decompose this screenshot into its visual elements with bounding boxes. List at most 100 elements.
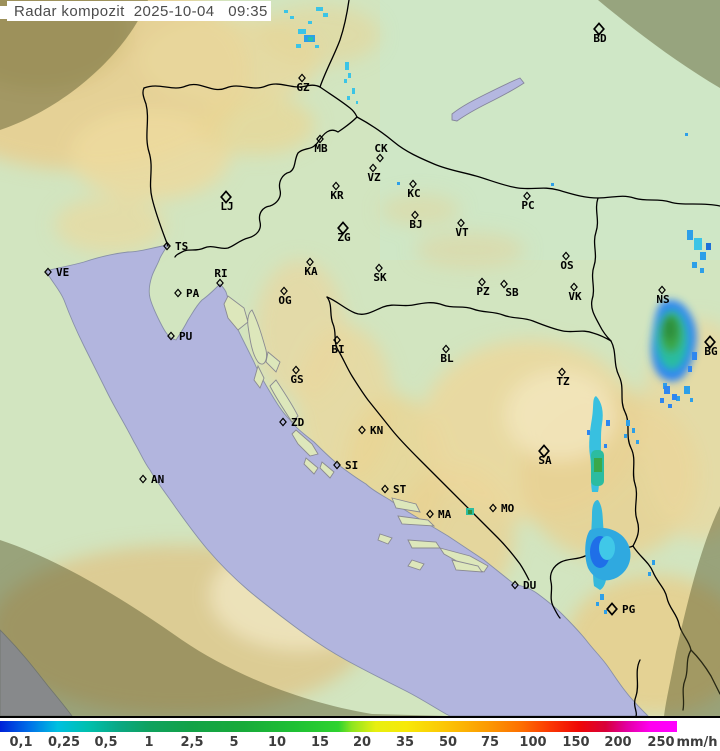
city-label-VK: VK: [568, 290, 582, 303]
city-marker-BG: [704, 335, 716, 349]
legend-tick-20: 20: [352, 735, 372, 750]
city-marker-BJ: [411, 210, 419, 220]
city-label-LJ: LJ: [220, 200, 233, 213]
radar-echoes: [284, 7, 711, 614]
intensity-tick-labels: 0,1 0,25 0,5 1 2,5 5 10 15 20 35 50 75 100 150 200 250 m…: [0, 732, 720, 751]
city-label-VE: VE: [56, 266, 69, 279]
city-marker-KA: [306, 257, 314, 267]
city-marker-AN: [139, 474, 147, 484]
city-marker-ZG: [337, 221, 349, 235]
city-marker-OG: [280, 286, 288, 296]
legend-tick-15: 15: [310, 735, 330, 750]
legend-tick-50: 50: [438, 735, 458, 750]
legend-tick-250: 250: [647, 735, 675, 750]
city-label-KN: KN: [370, 424, 383, 437]
city-label-KC: KC: [407, 187, 420, 200]
city-label-RI: RI: [214, 267, 227, 280]
city-label-CK: CK: [374, 142, 388, 155]
city-marker-KN: [358, 425, 366, 435]
city-marker-GZ: [298, 73, 306, 83]
city-marker-DU: [511, 580, 519, 590]
city-label-KA: KA: [304, 265, 318, 278]
titlebar-nub: [0, 6, 7, 19]
city-label-BG: BG: [704, 345, 718, 358]
legend-tick-35: 35: [395, 735, 415, 750]
city-marker-PC: [523, 191, 531, 201]
intensity-colorbar: [0, 721, 677, 732]
city-marker-ZD: [279, 417, 287, 427]
city-marker-VT: [457, 218, 465, 228]
city-marker-BI: [333, 335, 341, 345]
radar-map: BD GZ MB CK VZ KC PC KR LJ BJ VT ZG TS OS KA SK VE RI PZ SB…: [0, 0, 720, 718]
city-label-PA: PA: [186, 287, 200, 300]
city-label-BD: BD: [593, 32, 607, 45]
legend-tick-0,25: 0,25: [47, 735, 81, 750]
city-label-SB: SB: [505, 286, 519, 299]
city-marker-PA: [174, 288, 182, 298]
city-marker-PU: [167, 331, 175, 341]
city-marker-ST: [381, 484, 389, 494]
city-label-MB: MB: [314, 142, 328, 155]
city-marker-BL: [442, 344, 450, 354]
city-marker-SK: [375, 263, 383, 273]
city-label-BL: BL: [440, 352, 454, 365]
legend-tick-75: 75: [480, 735, 500, 750]
radar-map-canvas: BD GZ MB CK VZ KC PC KR LJ BJ VT ZG TS OS KA SK VE RI PZ SB…: [0, 0, 720, 716]
city-label-GS: GS: [290, 373, 303, 386]
city-label-TZ: TZ: [556, 375, 570, 388]
legend-tick-0,1: 0,1: [9, 735, 33, 750]
city-marker-NS: [658, 285, 666, 295]
city-label-SK: SK: [373, 271, 387, 284]
city-label-MA: MA: [438, 508, 452, 521]
legend-tick-150: 150: [562, 735, 590, 750]
city-marker-SB: [500, 279, 508, 289]
city-marker-RI: [216, 278, 224, 288]
city-label-PG: PG: [622, 603, 636, 616]
city-marker-PG: [606, 602, 618, 616]
city-label-SI: SI: [345, 459, 358, 472]
city-markers: BD GZ MB CK VZ KC PC KR LJ BJ VT ZG TS OS KA SK VE RI PZ SB…: [44, 22, 718, 616]
city-label-ST: ST: [393, 483, 407, 496]
city-label-ZD: ZD: [291, 416, 305, 429]
city-label-NS: NS: [656, 293, 669, 306]
city-label-PU: PU: [179, 330, 193, 343]
radar-streak-2: [585, 500, 631, 590]
city-marker-BD: [593, 22, 605, 36]
legend-tick-100: 100: [519, 735, 547, 750]
city-marker-PZ: [478, 277, 486, 287]
city-label-ZG: ZG: [337, 231, 351, 244]
legend-tick-200: 200: [604, 735, 632, 750]
legend-tick-10: 10: [267, 735, 287, 750]
city-marker-VE: [44, 267, 52, 277]
legend-unit: mm/h: [676, 735, 718, 750]
city-label-MO: MO: [501, 502, 515, 515]
city-marker-LJ: [220, 190, 232, 204]
city-marker-GS: [292, 365, 300, 375]
city-label-BI: BI: [331, 343, 344, 356]
city-marker-SI: [333, 460, 341, 470]
city-marker-VZ: [369, 163, 377, 173]
city-label-DU: DU: [523, 579, 537, 592]
map-title: Radar kompozit 2025-10-04 09:35: [14, 2, 268, 20]
radar-speck-mo: [466, 508, 474, 515]
intensity-legend: 0,1 0,25 0,5 1 2,5 5 10 15 20 35 50 75 100 150 200 250 m…: [0, 718, 720, 751]
radar-streak-1: [587, 396, 610, 492]
city-marker-MO: [489, 503, 497, 513]
city-label-TS: TS: [175, 240, 188, 253]
legend-tick-1: 1: [144, 735, 154, 750]
city-marker-TZ: [558, 367, 566, 377]
city-marker-MA: [426, 509, 434, 519]
city-label-KR: KR: [330, 189, 344, 202]
city-marker-OS: [562, 251, 570, 261]
islands: [223, 295, 489, 573]
city-marker-KR: [332, 181, 340, 191]
city-marker-SA: [538, 444, 550, 458]
city-label-VZ: VZ: [367, 171, 381, 184]
adriatic-sea: [45, 244, 649, 716]
legend-tick-5: 5: [229, 735, 239, 750]
city-label-AN: AN: [151, 473, 164, 486]
city-marker-KC: [409, 179, 417, 189]
legend-tick-2,5: 2,5: [180, 735, 204, 750]
city-label-PC: PC: [521, 199, 534, 212]
